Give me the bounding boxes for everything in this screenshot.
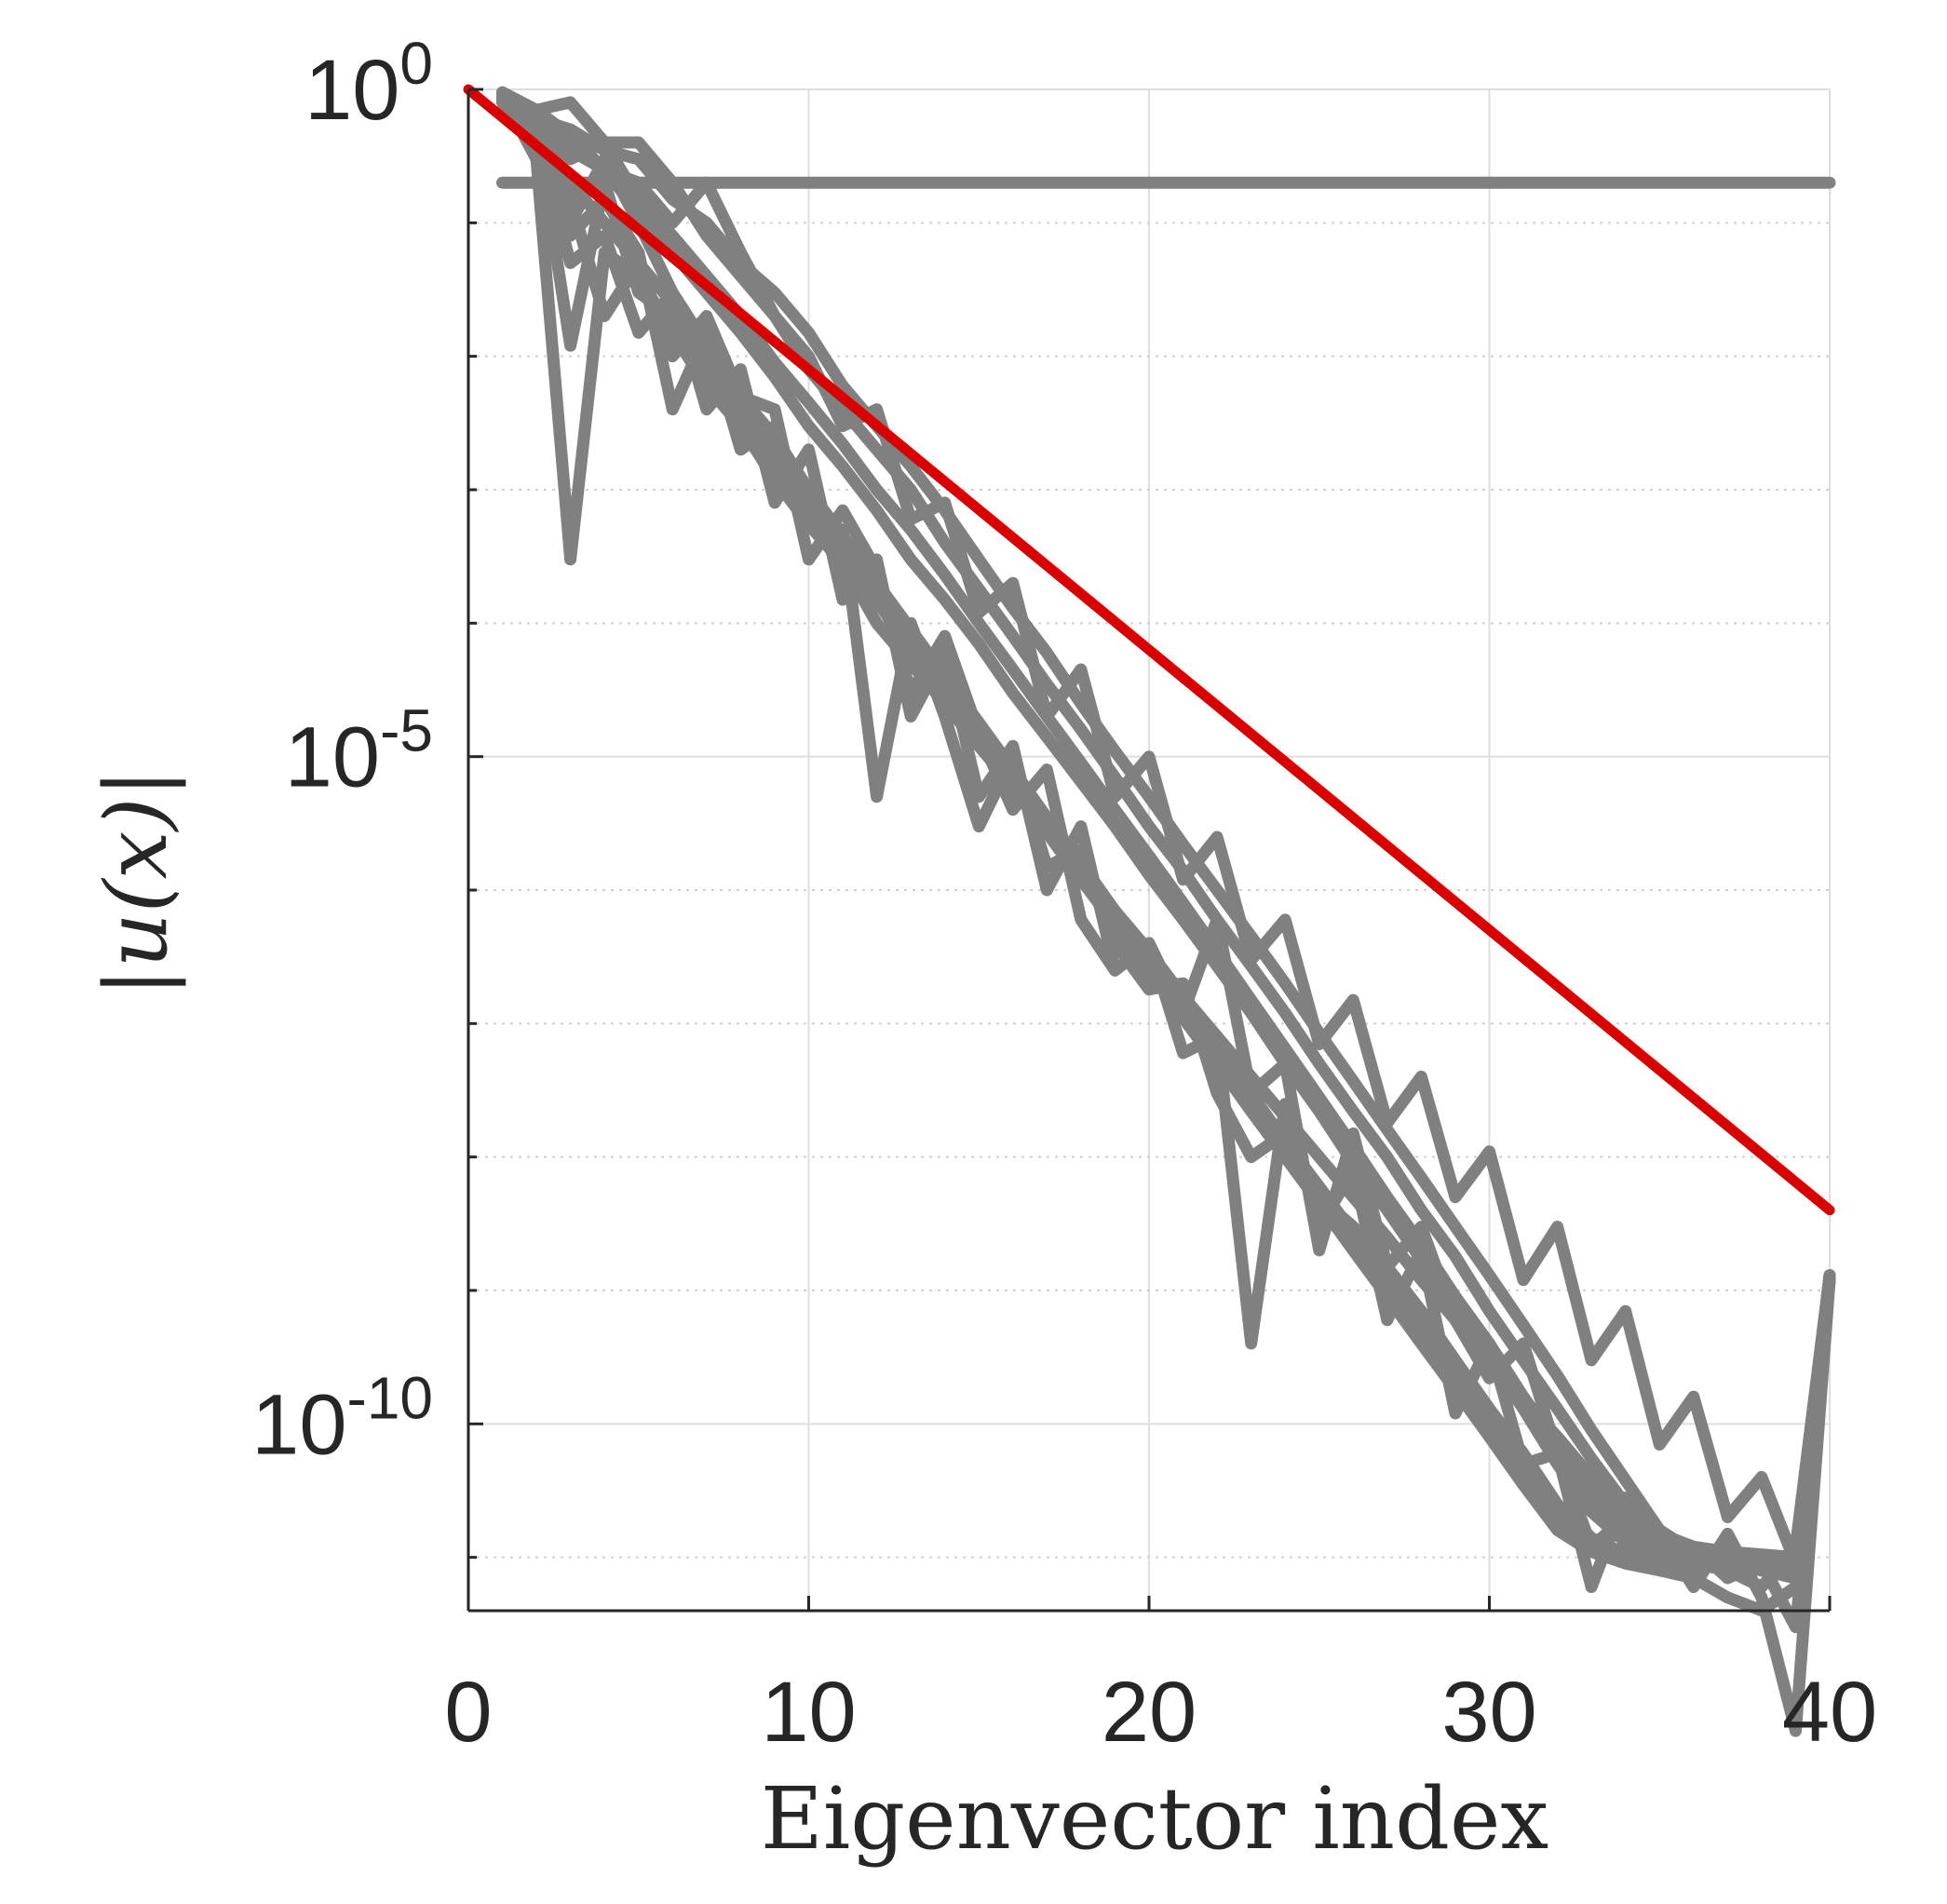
reference-line [463,84,1835,1216]
y-tick-label: 10-5 [285,697,433,805]
x-tick-labels: 0 10 20 30 40 [444,1665,1877,1760]
y-tick-label: 100 [304,30,433,138]
x-axis-label: Eigenvector index [761,1769,1549,1869]
series-line [496,86,1836,1570]
y-axis-label: |u(x)| [87,769,186,997]
series-group [496,86,1836,1737]
x-tick-label: 20 [1102,1665,1197,1760]
reference-group [463,84,1835,1216]
series-line [496,96,1836,1585]
x-tick-label: 30 [1441,1665,1536,1760]
y-tick-label: 10-10 [251,1364,433,1472]
axes [466,88,1832,1613]
series-line [496,103,1836,1577]
series-line [496,89,1836,1737]
grid [467,88,1831,1611]
y-tick-labels: 100 10-5 10-10 [251,30,433,1472]
x-tick-label: 40 [1782,1665,1877,1760]
x-tick-label: 10 [761,1665,856,1760]
x-tick-label: 0 [444,1665,492,1760]
